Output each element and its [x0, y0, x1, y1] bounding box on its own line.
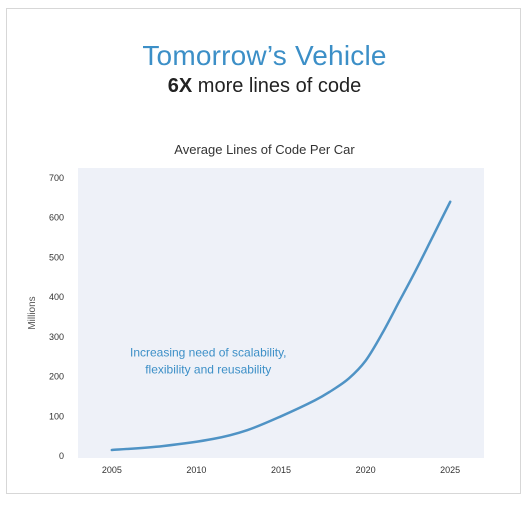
- chart-title: Average Lines of Code Per Car: [174, 142, 355, 157]
- y-axis-label: Millions: [27, 296, 38, 329]
- x-axis: 2005 2010 2015 2020 2025: [102, 465, 460, 475]
- annotation-text: Increasing need of scalability, flexibili…: [130, 346, 287, 377]
- x-tick-label: 2025: [440, 465, 460, 475]
- x-tick-label: 2005: [102, 465, 122, 475]
- plot-background: [78, 168, 484, 458]
- y-tick-label: 200: [49, 372, 64, 382]
- series-group: [110, 200, 452, 452]
- y-tick-label: 400: [49, 292, 64, 302]
- annotation-line-2: flexibility and reusability: [145, 363, 271, 377]
- x-tick-label: 2015: [271, 465, 291, 475]
- y-tick-label: 0: [59, 451, 64, 461]
- y-tick-label: 600: [49, 213, 64, 223]
- subtitle-text: more lines of code: [192, 75, 362, 97]
- page-title: Tomorrow’s Vehicle: [142, 40, 387, 71]
- annotation-line-1: Increasing need of scalability,: [130, 346, 287, 360]
- y-tick-label: 500: [49, 252, 64, 262]
- y-tick-label: 700: [49, 173, 64, 183]
- page-subtitle: 6X more lines of code: [7, 75, 522, 98]
- y-tick-label: 300: [49, 332, 64, 342]
- annotation-group: Increasing need of scalability, flexibili…: [130, 346, 287, 377]
- x-tick-label: 2010: [186, 465, 206, 475]
- y-tick-label: 100: [49, 411, 64, 421]
- series-line: [110, 200, 452, 452]
- y-axis: 0 100 200 300 400 500 600 700: [49, 173, 64, 461]
- subtitle-emphasis: 6X: [167, 75, 193, 97]
- x-tick-label: 2020: [356, 465, 376, 475]
